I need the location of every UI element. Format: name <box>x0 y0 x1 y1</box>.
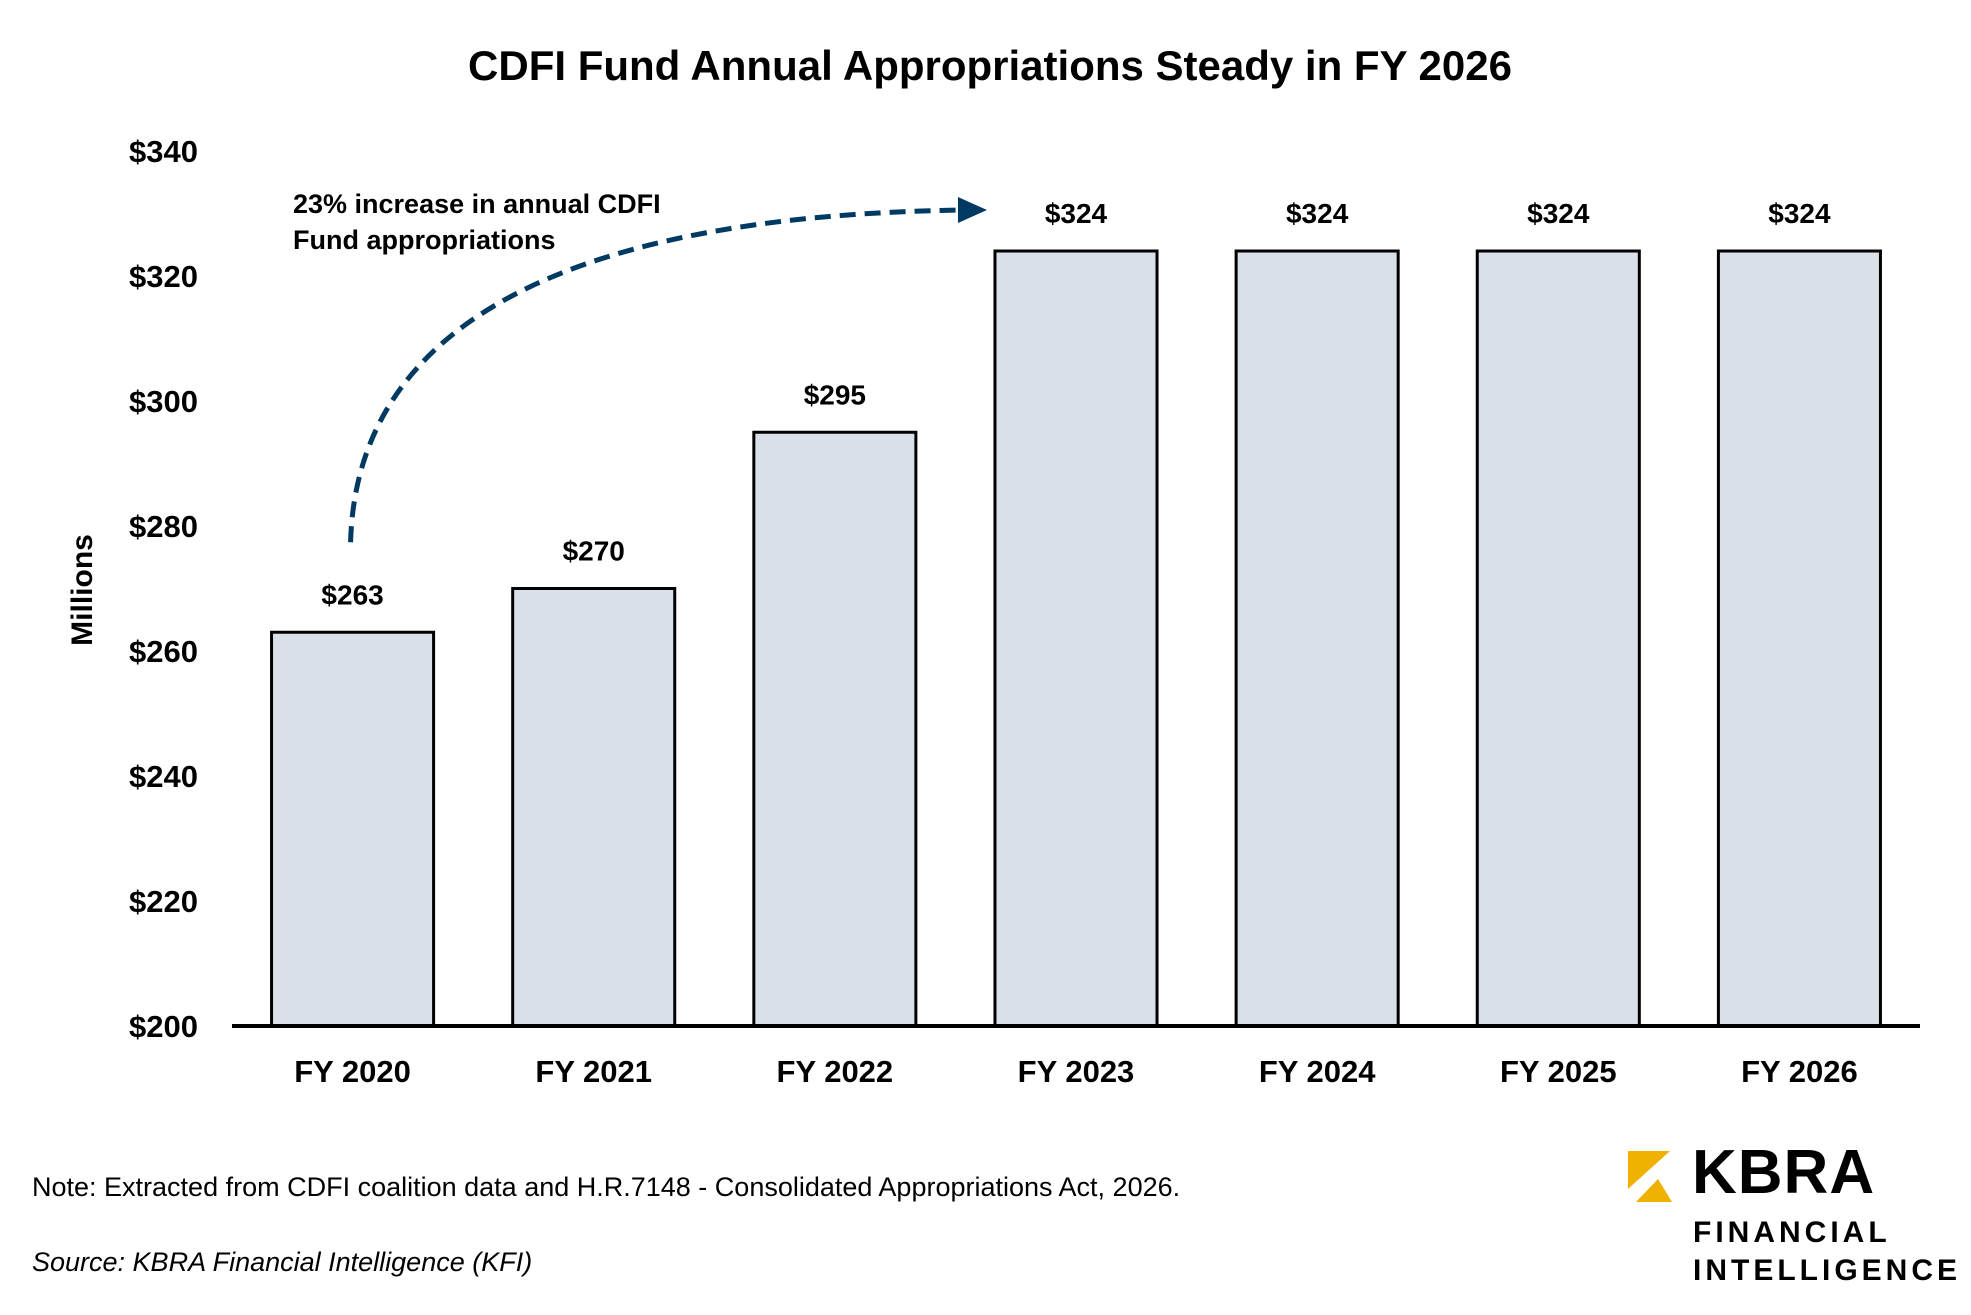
footnote: Note: Extracted from CDFI coalition data… <box>32 1172 1181 1202</box>
chart-title: CDFI Fund Annual Appropriations Steady i… <box>468 42 1512 89</box>
data-label: $324 <box>1527 198 1590 229</box>
data-label: $263 <box>321 579 383 610</box>
y-axis-ticks: $200 $220 $240 $260 $280 $300 $320 $340 <box>129 134 198 1044</box>
y-axis-label: Millions <box>66 534 99 646</box>
kbra-logo: KBRA FINANCIAL INTELLIGENCE <box>1626 1142 1957 1296</box>
bar-fy-2025 <box>1475 249 1641 1028</box>
y-tick-label: $280 <box>129 509 198 544</box>
x-tick-label: FY 2023 <box>1018 1054 1135 1089</box>
logo-subtitle-line-1: FINANCIAL <box>1693 1216 1891 1249</box>
y-tick-label: $220 <box>129 884 198 919</box>
data-label: $324 <box>1286 198 1349 229</box>
annotation: 23% increase in annual CDFI Fund appropr… <box>293 189 987 543</box>
y-tick-label: $340 <box>129 134 198 169</box>
y-tick-label: $240 <box>129 759 198 794</box>
y-tick-label: $300 <box>129 384 198 419</box>
annotation-line-1: 23% increase in annual CDFI <box>293 189 661 219</box>
kbra-mark-icon <box>1628 1151 1672 1202</box>
data-label: $270 <box>563 536 625 567</box>
y-tick-label: $200 <box>129 1009 198 1044</box>
data-label: $295 <box>804 379 866 410</box>
bars <box>270 249 1882 1028</box>
x-tick-label: FY 2021 <box>535 1054 652 1089</box>
x-tick-label: FY 2024 <box>1259 1054 1376 1089</box>
x-tick-label: FY 2026 <box>1741 1054 1858 1089</box>
source-note: Source: KBRA Financial Intelligence (KFI… <box>32 1247 533 1277</box>
bar-fy-2022 <box>752 430 918 1028</box>
bar-fy-2021 <box>511 587 677 1028</box>
arrowhead-icon <box>957 197 987 223</box>
bar-fy-2023 <box>993 249 1159 1028</box>
logo-subtitle-line-2: INTELLIGENCE <box>1693 1254 1962 1287</box>
x-tick-label: FY 2022 <box>777 1054 894 1089</box>
annotation-arrow <box>348 207 963 543</box>
y-tick-label: $260 <box>129 634 198 669</box>
x-axis-ticks: FY 2020 FY 2021 FY 2022 FY 2023 FY 2024 FY 20… <box>294 1054 1857 1089</box>
logo-wordmark: KBRA <box>1692 1138 1876 1207</box>
x-tick-label: FY 2020 <box>294 1054 411 1089</box>
data-label: $324 <box>1768 198 1831 229</box>
bar-fy-2020 <box>270 630 436 1028</box>
annotation-line-2: Fund appropriations <box>293 225 556 255</box>
bar-fy-2026 <box>1716 249 1882 1028</box>
y-tick-label: $320 <box>129 259 198 294</box>
data-label: $324 <box>1045 198 1108 229</box>
data-labels: $263 $270 $295 $324 $324 $324 $324 <box>321 198 1831 610</box>
x-tick-label: FY 2025 <box>1500 1054 1617 1089</box>
bar-fy-2024 <box>1234 249 1400 1028</box>
